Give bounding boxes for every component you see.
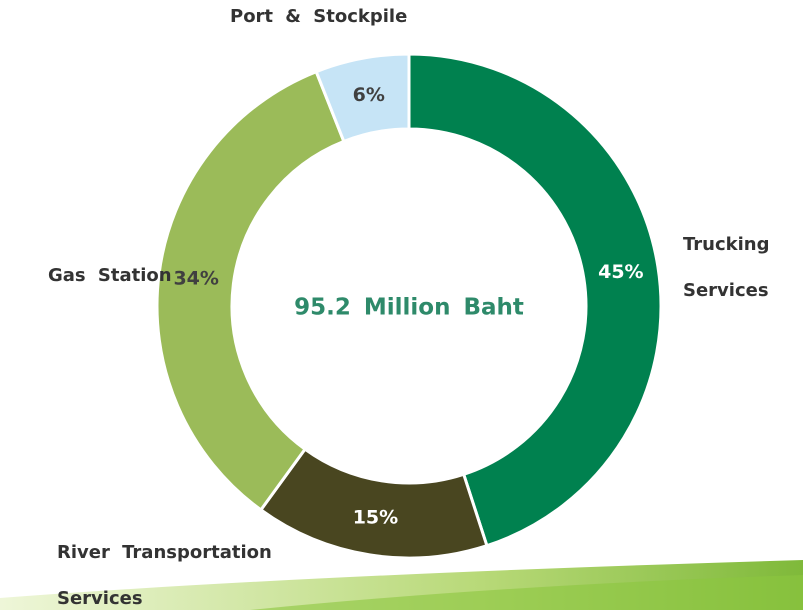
- category-label: Trucking Services: [683, 234, 770, 301]
- value-label: 15%: [353, 506, 398, 528]
- value-label: 6%: [353, 84, 385, 106]
- value-label: 34%: [173, 268, 218, 290]
- slice: [155, 69, 346, 512]
- value-label: 45%: [598, 261, 643, 283]
- category-label: Gas Station: [48, 265, 172, 286]
- slices: 45% 15% 34% 6%: [155, 52, 663, 560]
- slice: [407, 52, 663, 548]
- background-swoosh: [250, 575, 803, 610]
- category-label: River Transportation Services: [57, 542, 272, 609]
- slice: [314, 52, 411, 144]
- category-label: Port & Stockpile: [230, 6, 408, 27]
- center-label: 95.2 Million Baht: [294, 295, 524, 321]
